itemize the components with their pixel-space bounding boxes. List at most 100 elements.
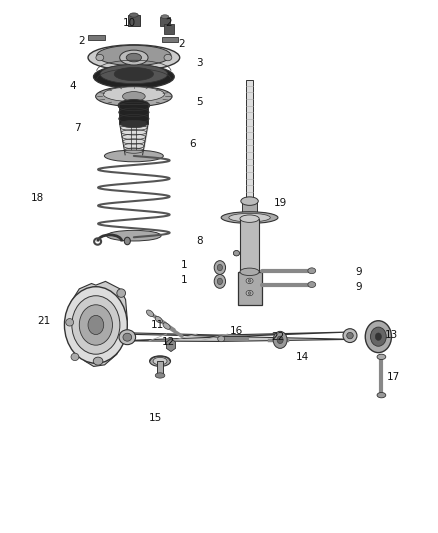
Ellipse shape: [95, 86, 172, 107]
Ellipse shape: [221, 212, 278, 223]
Ellipse shape: [240, 268, 259, 276]
Circle shape: [124, 237, 131, 245]
Ellipse shape: [343, 329, 357, 343]
Ellipse shape: [97, 45, 171, 66]
Ellipse shape: [377, 354, 386, 360]
Ellipse shape: [155, 317, 162, 323]
Bar: [246, 80, 254, 204]
Bar: [162, 37, 178, 42]
Text: 11: 11: [150, 320, 164, 330]
Circle shape: [217, 278, 223, 285]
Ellipse shape: [96, 54, 104, 61]
Text: 9: 9: [355, 282, 362, 292]
Text: 2: 2: [179, 39, 185, 49]
Bar: [237, 272, 261, 305]
Circle shape: [217, 264, 223, 271]
Bar: [164, 24, 174, 34]
Text: 17: 17: [387, 372, 400, 382]
Ellipse shape: [126, 53, 141, 62]
Ellipse shape: [163, 323, 170, 329]
Text: 8: 8: [196, 236, 203, 246]
Text: 2: 2: [166, 18, 172, 28]
Text: 19: 19: [273, 198, 287, 208]
Ellipse shape: [155, 373, 165, 378]
Ellipse shape: [248, 279, 251, 282]
Bar: [120, 104, 148, 124]
Ellipse shape: [71, 353, 79, 361]
Ellipse shape: [248, 292, 251, 294]
Ellipse shape: [241, 197, 258, 205]
Ellipse shape: [104, 150, 163, 162]
Text: 1: 1: [181, 261, 187, 270]
Ellipse shape: [117, 289, 126, 297]
Circle shape: [214, 261, 226, 274]
Ellipse shape: [118, 100, 150, 111]
Text: 4: 4: [69, 81, 76, 91]
Ellipse shape: [218, 336, 225, 342]
Ellipse shape: [233, 251, 240, 256]
Ellipse shape: [229, 213, 270, 222]
Text: 14: 14: [295, 352, 309, 362]
Circle shape: [64, 287, 127, 364]
Ellipse shape: [93, 65, 174, 88]
Text: 18: 18: [31, 193, 44, 204]
Text: 22: 22: [271, 332, 285, 342]
Ellipse shape: [93, 357, 103, 365]
Bar: [240, 219, 259, 272]
Text: 12: 12: [162, 337, 175, 347]
Ellipse shape: [106, 230, 161, 241]
Circle shape: [375, 333, 381, 341]
Circle shape: [72, 296, 120, 354]
Text: 15: 15: [149, 413, 162, 423]
Text: 13: 13: [385, 329, 398, 340]
Circle shape: [273, 332, 287, 349]
Ellipse shape: [347, 333, 353, 339]
Ellipse shape: [114, 67, 153, 80]
Text: 2: 2: [78, 36, 85, 45]
Ellipse shape: [121, 120, 147, 128]
Ellipse shape: [119, 330, 136, 345]
Text: 5: 5: [196, 96, 203, 107]
Bar: [128, 14, 140, 26]
Text: 6: 6: [190, 139, 196, 149]
Text: 21: 21: [38, 316, 51, 326]
Ellipse shape: [88, 45, 180, 70]
Circle shape: [365, 321, 392, 353]
Ellipse shape: [66, 319, 74, 326]
Bar: [160, 17, 170, 26]
Circle shape: [371, 327, 386, 346]
Circle shape: [277, 336, 283, 344]
Text: 1: 1: [181, 275, 187, 285]
Text: 10: 10: [123, 18, 136, 28]
Ellipse shape: [150, 356, 170, 367]
Bar: [88, 35, 105, 40]
Text: 16: 16: [230, 326, 243, 336]
Ellipse shape: [233, 251, 240, 256]
Ellipse shape: [246, 278, 253, 284]
Circle shape: [88, 316, 104, 335]
Text: 7: 7: [74, 123, 81, 133]
Circle shape: [79, 305, 113, 345]
Text: 3: 3: [196, 59, 203, 68]
Ellipse shape: [130, 13, 138, 17]
Bar: [157, 361, 163, 375]
Ellipse shape: [103, 87, 164, 102]
Ellipse shape: [146, 310, 154, 317]
Ellipse shape: [377, 392, 386, 398]
Ellipse shape: [100, 64, 168, 84]
Ellipse shape: [246, 290, 253, 296]
Ellipse shape: [161, 15, 169, 19]
Text: 9: 9: [355, 267, 362, 277]
Polygon shape: [117, 332, 354, 342]
Circle shape: [214, 274, 226, 288]
Ellipse shape: [153, 358, 167, 365]
Bar: [131, 99, 137, 155]
Ellipse shape: [120, 50, 148, 65]
Ellipse shape: [308, 268, 316, 273]
Polygon shape: [66, 281, 127, 367]
Ellipse shape: [240, 215, 259, 222]
Ellipse shape: [308, 281, 316, 287]
Bar: [242, 200, 258, 213]
Ellipse shape: [123, 92, 145, 101]
Ellipse shape: [123, 333, 132, 341]
